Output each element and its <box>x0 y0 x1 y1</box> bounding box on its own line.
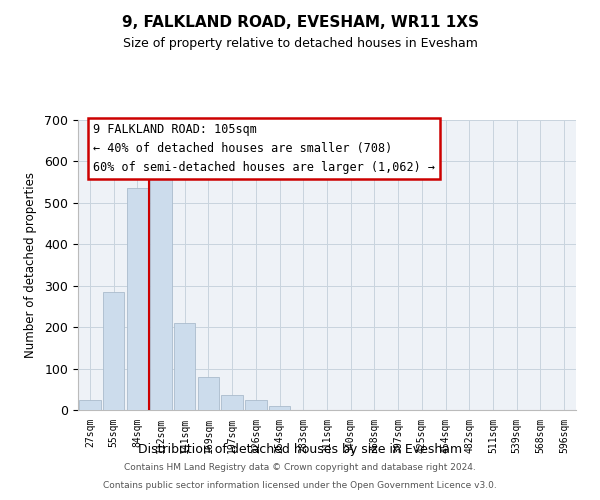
Bar <box>79 400 101 410</box>
Text: 9 FALKLAND ROAD: 105sqm
← 40% of detached houses are smaller (708)
60% of semi-d: 9 FALKLAND ROAD: 105sqm ← 40% of detache… <box>93 123 435 174</box>
Bar <box>198 377 219 410</box>
Text: Size of property relative to detached houses in Evesham: Size of property relative to detached ho… <box>122 38 478 51</box>
Text: Distribution of detached houses by size in Evesham: Distribution of detached houses by size … <box>138 442 462 456</box>
Y-axis label: Number of detached properties: Number of detached properties <box>25 172 37 358</box>
Bar <box>269 406 290 410</box>
Bar <box>127 188 148 410</box>
Bar <box>174 323 196 410</box>
Bar <box>103 292 124 410</box>
Bar <box>245 400 266 410</box>
Bar <box>151 170 172 410</box>
Text: Contains HM Land Registry data © Crown copyright and database right 2024.: Contains HM Land Registry data © Crown c… <box>124 464 476 472</box>
Text: Contains public sector information licensed under the Open Government Licence v3: Contains public sector information licen… <box>103 481 497 490</box>
Bar <box>221 394 243 410</box>
Text: 9, FALKLAND ROAD, EVESHAM, WR11 1XS: 9, FALKLAND ROAD, EVESHAM, WR11 1XS <box>121 15 479 30</box>
